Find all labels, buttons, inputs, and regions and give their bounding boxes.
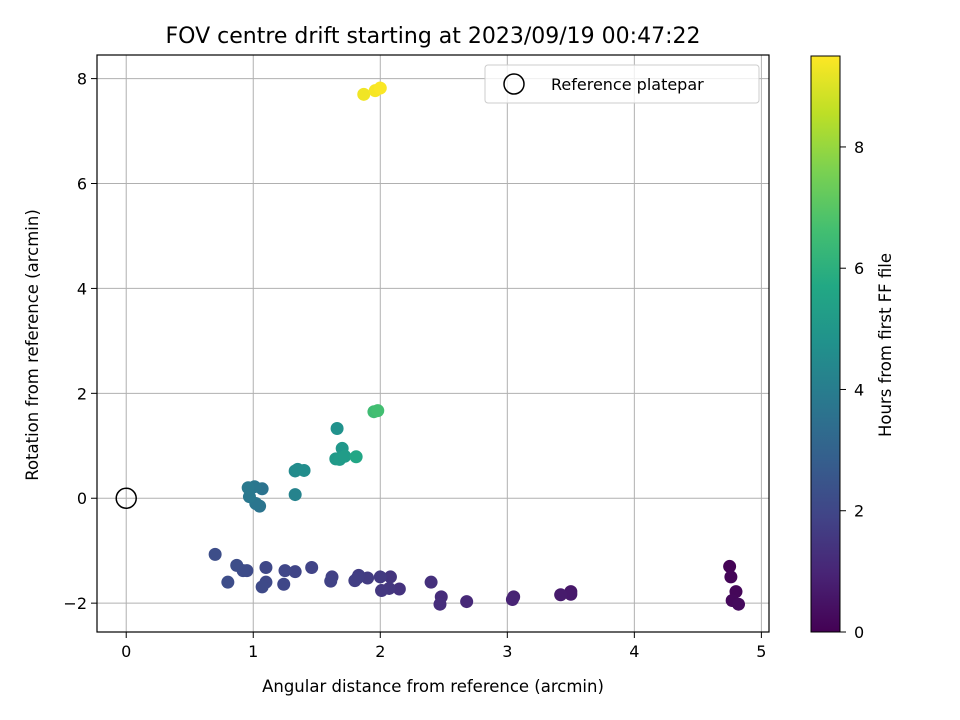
data-point (288, 488, 302, 502)
x-tick-label: 0 (121, 642, 131, 661)
data-point (424, 575, 438, 589)
x-tick-label: 2 (375, 642, 385, 661)
data-point (554, 588, 568, 602)
x-tick-label: 3 (502, 642, 512, 661)
data-point (255, 580, 269, 594)
chart-title: FOV centre drift starting at 2023/09/19 … (166, 24, 701, 49)
legend-box (484, 64, 760, 104)
x-axis-label: Angular distance from reference (arcmin) (262, 677, 604, 696)
data-point (330, 421, 344, 435)
colorbar-label: Hours from first FF file (876, 253, 895, 437)
data-point (505, 592, 519, 606)
colorbar-ticks: 0 2 4 6 8 (840, 138, 864, 642)
data-point (305, 560, 319, 574)
data-point (564, 587, 578, 601)
data-point (338, 449, 352, 463)
y-axis-ticks: −2 0 2 4 6 8 (63, 70, 97, 613)
colorbar-tick-label: 6 (854, 259, 864, 278)
data-point (277, 577, 291, 591)
y-tick-label: 4 (77, 279, 87, 298)
data-point (348, 574, 362, 588)
legend: Reference platepar (484, 64, 760, 104)
data-point (241, 481, 255, 495)
data-point (278, 564, 292, 578)
data-point (371, 404, 385, 418)
x-tick-label: 5 (756, 642, 766, 661)
data-point (460, 595, 474, 609)
plot-frame (96, 54, 770, 633)
data-point (259, 560, 273, 574)
data-point (288, 565, 302, 579)
data-point (221, 575, 235, 589)
y-tick-label: 6 (77, 175, 87, 194)
colorbar-tick-label: 0 (854, 623, 864, 642)
y-tick-label: 8 (77, 70, 87, 89)
colorbar-tick-label: 4 (854, 380, 864, 399)
data-point (357, 87, 371, 101)
data-point (724, 570, 738, 584)
x-tick-label: 4 (629, 642, 639, 661)
data-point (349, 450, 363, 464)
y-tick-label: 0 (77, 489, 87, 508)
colorbar-tick-label: 8 (854, 138, 864, 157)
data-point (433, 597, 447, 611)
reference-platepar-marker (115, 487, 137, 509)
data-point (373, 81, 387, 95)
data-point (383, 570, 397, 584)
grid-lines (97, 55, 769, 632)
data-point (392, 582, 406, 596)
x-tick-label: 1 (248, 642, 258, 661)
y-tick-label: 2 (77, 384, 87, 403)
data-point (297, 463, 311, 477)
data-point (324, 574, 338, 588)
legend-marker-icon (503, 73, 525, 95)
colorbar-tick-label: 2 (854, 502, 864, 521)
data-points (208, 81, 746, 611)
x-axis-ticks: 0 1 2 3 4 5 (121, 632, 766, 661)
legend-label: Reference platepar (551, 75, 704, 94)
colorbar (810, 55, 841, 633)
y-tick-label: −2 (63, 594, 87, 613)
data-point (723, 559, 737, 573)
data-point (208, 547, 222, 561)
data-point (373, 570, 387, 584)
y-axis-label: Rotation from reference (arcmin) (23, 209, 42, 481)
data-point (732, 597, 746, 611)
data-point (230, 558, 244, 572)
data-point (375, 584, 389, 598)
